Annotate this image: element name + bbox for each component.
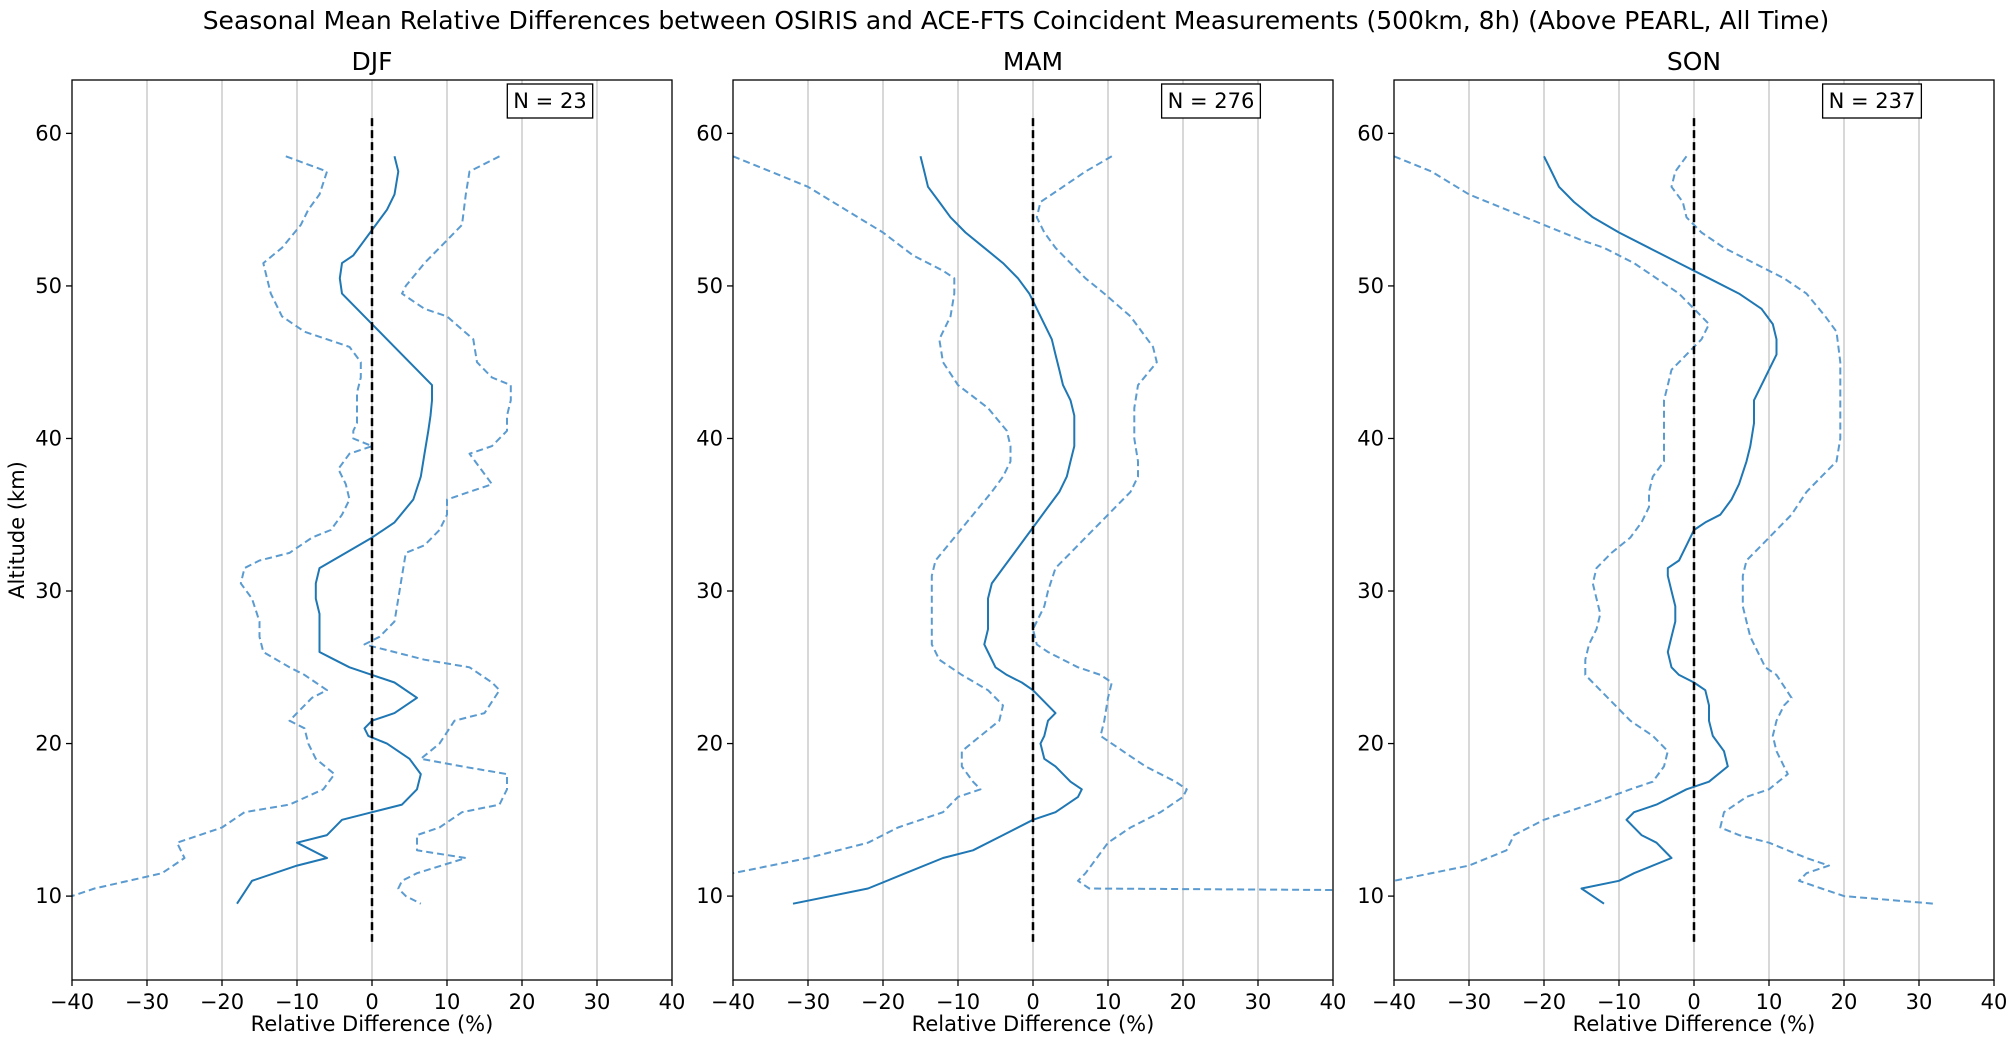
- plot-area: [1394, 155, 1935, 905]
- y-tick-label: 20: [1357, 732, 1384, 756]
- y-tick-label: 30: [696, 579, 723, 603]
- y-tick-label: 10: [696, 884, 723, 908]
- x-tick-label: −40: [50, 990, 94, 1014]
- x-tick-label: 10: [434, 990, 461, 1014]
- y-tick-label: 50: [1357, 274, 1384, 298]
- x-tick-label: 40: [1320, 990, 1347, 1014]
- x-tick-label: −30: [1447, 990, 1491, 1014]
- x-tick-label: −40: [711, 990, 755, 1014]
- x-tick-label: −30: [125, 990, 169, 1014]
- x-tick-label: 10: [1095, 990, 1122, 1014]
- x-tick-label: 40: [1981, 990, 2008, 1014]
- x-tick-label: 0: [1687, 990, 1700, 1014]
- series-bound-line: [363, 155, 512, 905]
- x-tick-label: 20: [509, 990, 536, 1014]
- x-tick-label: −40: [1372, 990, 1416, 1014]
- y-tick-label: 50: [696, 274, 723, 298]
- x-tick-label: 30: [584, 990, 611, 1014]
- x-tick-label: 0: [1026, 990, 1039, 1014]
- y-tick-label: 10: [1357, 884, 1384, 908]
- series-bound-line: [1394, 155, 1710, 882]
- series-bound-line: [733, 155, 1012, 875]
- series-mean-line: [1543, 155, 1778, 905]
- x-tick-label: 30: [1245, 990, 1272, 1014]
- x-tick-label: 30: [1906, 990, 1933, 1014]
- panel-title: MAM: [1003, 47, 1063, 76]
- y-tick-label: 40: [35, 426, 62, 450]
- x-tick-label: −20: [200, 990, 244, 1014]
- x-tick-label: 20: [1831, 990, 1858, 1014]
- y-axis-label: Altitude (km): [5, 461, 29, 599]
- sample-count-label: N = 237: [1829, 89, 1916, 113]
- x-tick-label: −10: [1597, 990, 1641, 1014]
- y-tick-label: 50: [35, 274, 62, 298]
- sample-count-label: N = 23: [513, 89, 586, 113]
- x-axis-label: Relative Difference (%): [1573, 1012, 1816, 1036]
- x-tick-label: 40: [659, 990, 686, 1014]
- x-tick-label: −10: [936, 990, 980, 1014]
- y-tick-label: 30: [1357, 579, 1384, 603]
- x-tick-label: −20: [861, 990, 905, 1014]
- x-tick-label: 20: [1170, 990, 1197, 1014]
- x-axis-label: Relative Difference (%): [912, 1012, 1155, 1036]
- x-tick-label: 0: [365, 990, 378, 1014]
- x-tick-label: 10: [1756, 990, 1783, 1014]
- x-tick-label: −20: [1522, 990, 1566, 1014]
- y-tick-label: 60: [1357, 121, 1384, 145]
- y-tick-label: 10: [35, 884, 62, 908]
- y-tick-label: 40: [696, 426, 723, 450]
- y-tick-label: 40: [1357, 426, 1384, 450]
- series-mean-line: [236, 156, 433, 905]
- y-tick-label: 60: [696, 121, 723, 145]
- figure-suptitle: Seasonal Mean Relative Differences betwe…: [203, 6, 1830, 35]
- panel-son: −40 −30 −20 −10 0 10 20 30 40 10 20 30 40 50 60 Relativ…: [1357, 47, 2007, 1036]
- panel-mam: −40 −30 −20 −10 0 10 20 30 40 10 20 30 40 50 60 Relativ…: [696, 47, 1346, 1036]
- plot-area: [72, 155, 512, 905]
- panel-djf: −40 −30 −20 −10 0 10 20 30 40 10 20 30 40 50 60 Relativ…: [5, 47, 685, 1036]
- x-tick-label: −10: [275, 990, 319, 1014]
- sample-count-label: N = 276: [1168, 89, 1255, 113]
- series-bound-line: [1670, 155, 1935, 905]
- y-tick-label: 30: [35, 579, 62, 603]
- x-axis-label: Relative Difference (%): [251, 1012, 494, 1036]
- sample-count-box: [1821, 83, 1923, 119]
- y-tick-label: 20: [35, 732, 62, 756]
- panels: −40 −30 −20 −10 0 10 20 30 40 10 20 30 40 50 60 Relativ…: [5, 47, 2007, 1036]
- panel-title: DJF: [351, 47, 392, 76]
- sample-count-box: [506, 83, 594, 119]
- x-tick-label: −30: [786, 990, 830, 1014]
- series-bound-line: [72, 155, 373, 898]
- y-tick-label: 60: [35, 121, 62, 145]
- y-tick-label: 20: [696, 732, 723, 756]
- panel-title: SON: [1667, 47, 1721, 76]
- sample-count-box: [1160, 83, 1262, 119]
